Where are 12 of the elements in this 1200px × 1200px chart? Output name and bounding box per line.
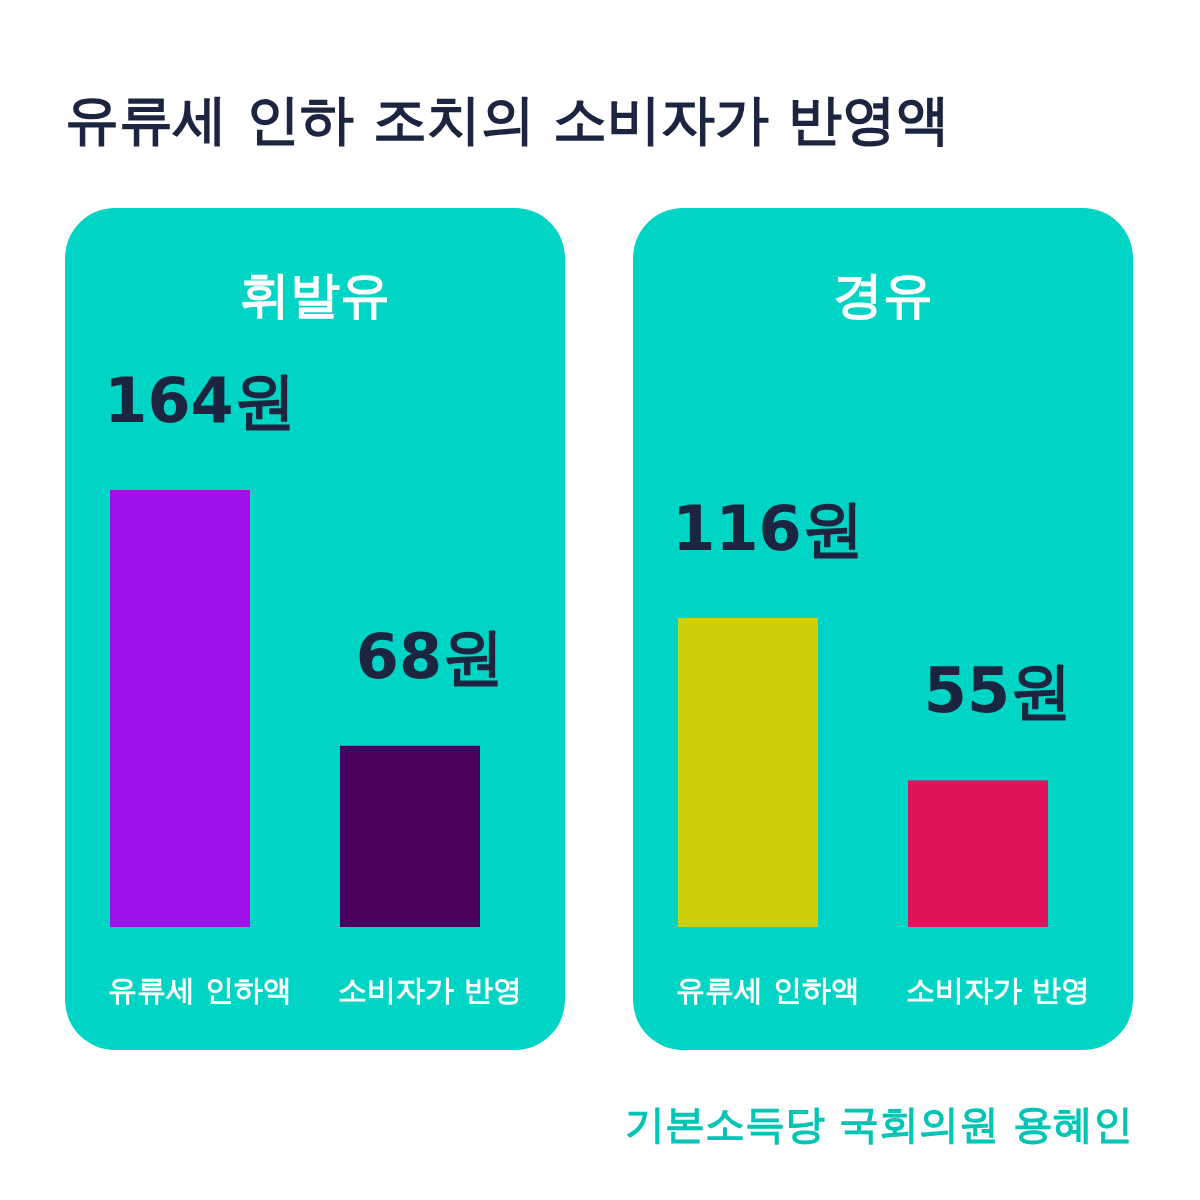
data-label: 68원 [355, 619, 505, 693]
x-tick-label: 소비자가 반영 [337, 973, 523, 1007]
data-label: 55원 [923, 654, 1073, 728]
chart-subtitle: 경유 [833, 266, 933, 324]
text: 기본소득당 국회의원 용혜인 [625, 1101, 1133, 1147]
chart-title: 유류세 인하 조치의 소비자가 반영액 [65, 88, 951, 151]
x-tick-label: 소비자가 반영 [905, 973, 1091, 1007]
x-tick-label: 유류세 인하액 [675, 973, 861, 1007]
data-label: 116원 [672, 491, 864, 565]
chart-subtitle: 휘발유 [240, 266, 390, 324]
x-tick-label: 유류세 인하액 [107, 973, 293, 1007]
data-label: 164원 [104, 364, 296, 437]
